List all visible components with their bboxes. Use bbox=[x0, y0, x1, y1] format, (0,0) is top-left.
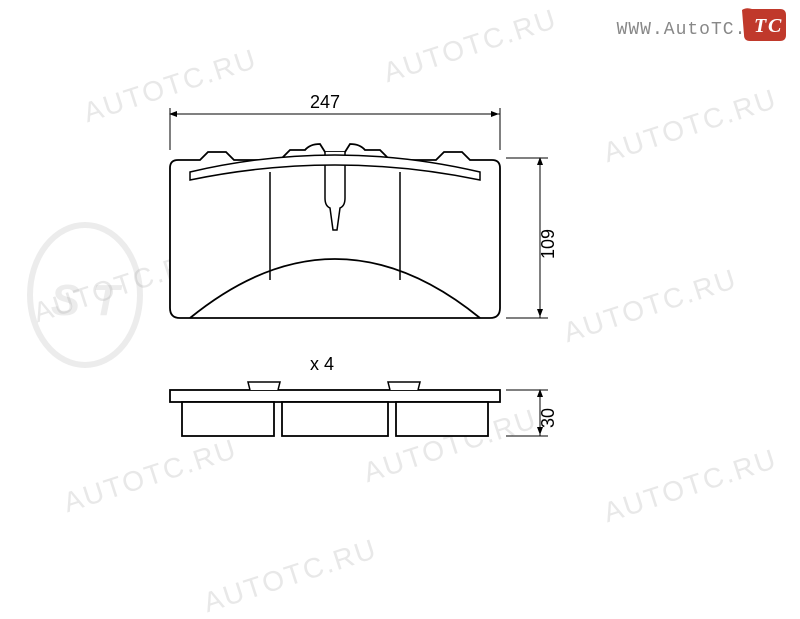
brake-pad-diagram: 247 109 x 4 30 bbox=[130, 80, 650, 540]
pad-side-view bbox=[170, 382, 500, 436]
dim-height-value: 109 bbox=[538, 229, 558, 259]
dim-width-value: 247 bbox=[310, 92, 340, 112]
pad-face-view bbox=[170, 144, 500, 318]
sat-logo-icon: S T bbox=[25, 220, 145, 370]
watermark: AUTOTC.RU bbox=[379, 3, 561, 89]
quantity-label: x 4 bbox=[310, 354, 334, 374]
svg-text:S T: S T bbox=[51, 276, 123, 325]
dim-thick-value: 30 bbox=[538, 408, 558, 428]
dim-width: 247 bbox=[170, 92, 500, 150]
svg-text:T: T bbox=[754, 15, 767, 37]
tc-logo-icon: T C bbox=[740, 5, 790, 45]
dim-thickness: 30 bbox=[506, 390, 558, 436]
dim-height: 109 bbox=[506, 158, 558, 318]
svg-text:C: C bbox=[768, 15, 782, 37]
watermark: AUTOTC.RU bbox=[199, 533, 381, 619]
